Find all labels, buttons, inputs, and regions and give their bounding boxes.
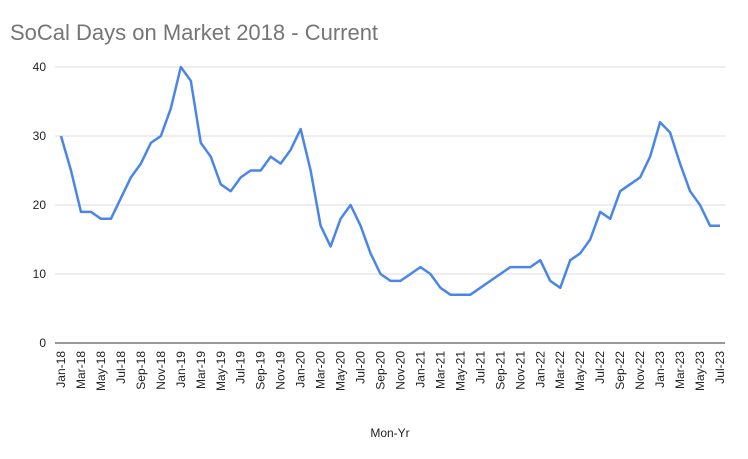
x-tick-label: Jul-23 <box>713 351 727 384</box>
x-tick-label: Jul-19 <box>234 351 248 384</box>
data-line <box>59 65 720 296</box>
x-tick-label: Jul-22 <box>593 351 607 384</box>
x-tick-label: Nov-19 <box>274 351 288 390</box>
x-tick-label: Jul-20 <box>354 351 368 384</box>
x-tick-label: Jan-21 <box>413 351 427 388</box>
x-tick-label: Mar-20 <box>314 351 328 389</box>
x-tick-label: May-19 <box>214 351 228 391</box>
x-tick-label: Nov-18 <box>154 351 168 390</box>
x-tick-label: Jan-23 <box>653 351 667 388</box>
x-tick-label: Mar-19 <box>194 351 208 389</box>
y-tick-label: 40 <box>33 60 47 74</box>
x-tick-label: May-22 <box>573 351 587 391</box>
y-tick-label: 0 <box>39 336 46 350</box>
x-tick-label: Sep-22 <box>613 351 627 390</box>
x-tick-label: Mar-21 <box>433 351 447 389</box>
x-tick-label: Nov-21 <box>513 351 527 390</box>
x-tick-label: Jul-18 <box>114 351 128 384</box>
x-tick-label: Sep-19 <box>254 351 268 390</box>
x-tick-label: May-20 <box>334 351 348 391</box>
x-tick-label: Sep-20 <box>374 351 388 390</box>
x-tick-label: Sep-21 <box>493 351 507 390</box>
x-tick-label: Nov-22 <box>633 351 647 390</box>
y-tick-label: 10 <box>33 267 47 281</box>
x-tick-label: Mar-18 <box>74 351 88 389</box>
y-tick-label: 20 <box>33 198 47 212</box>
x-tick-label: Jan-19 <box>174 351 188 388</box>
x-axis-title: Mon-Yr <box>370 426 409 440</box>
x-tick-label: Nov-20 <box>393 351 407 390</box>
x-tick-label: Jan-20 <box>294 351 308 388</box>
x-tick-label: Jul-21 <box>473 351 487 384</box>
x-tick-label: May-21 <box>453 351 467 391</box>
x-tick-label: May-18 <box>94 351 108 391</box>
x-tick-label: Sep-18 <box>134 351 148 390</box>
x-tick-label: Jan-22 <box>533 351 547 388</box>
x-tick-label: Mar-22 <box>553 351 567 389</box>
x-tick-label: Jan-18 <box>54 351 68 388</box>
y-tick-label: 30 <box>33 129 47 143</box>
x-tick-label: Mar-23 <box>673 351 687 389</box>
chart-title: SoCal Days on Market 2018 - Current <box>10 20 378 45</box>
x-tick-label: May-23 <box>693 351 707 391</box>
